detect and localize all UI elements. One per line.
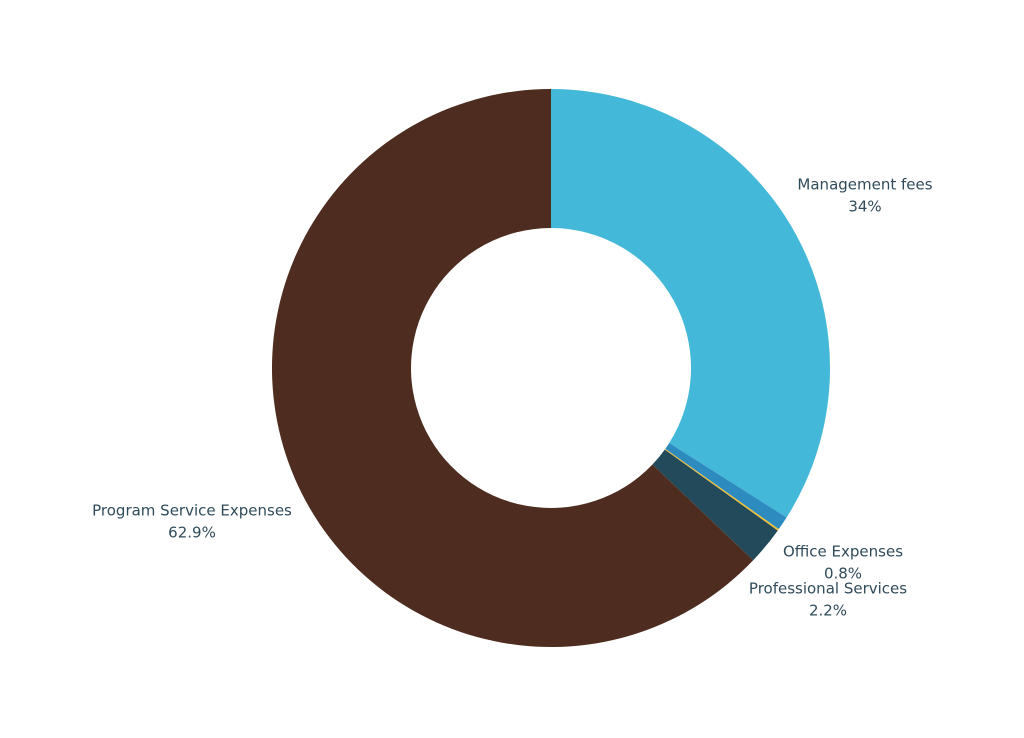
donut-slice	[271, 89, 754, 648]
slice-label: Program Service Expenses	[92, 502, 292, 520]
slice-label: Office Expenses	[783, 543, 903, 561]
donut-slice	[551, 89, 830, 518]
donut-slice	[664, 448, 779, 531]
slice-label: Management fees	[797, 176, 932, 194]
donut-slice	[665, 443, 787, 530]
slice-label: Professional Services	[749, 580, 907, 598]
slice-value-label: 2.2%	[809, 602, 847, 620]
donut-slice	[652, 449, 778, 561]
slice-value-label: 0.8%	[824, 565, 862, 583]
slice-value-label: 34%	[848, 198, 881, 216]
slice-value-label: 62.9%	[168, 524, 216, 542]
